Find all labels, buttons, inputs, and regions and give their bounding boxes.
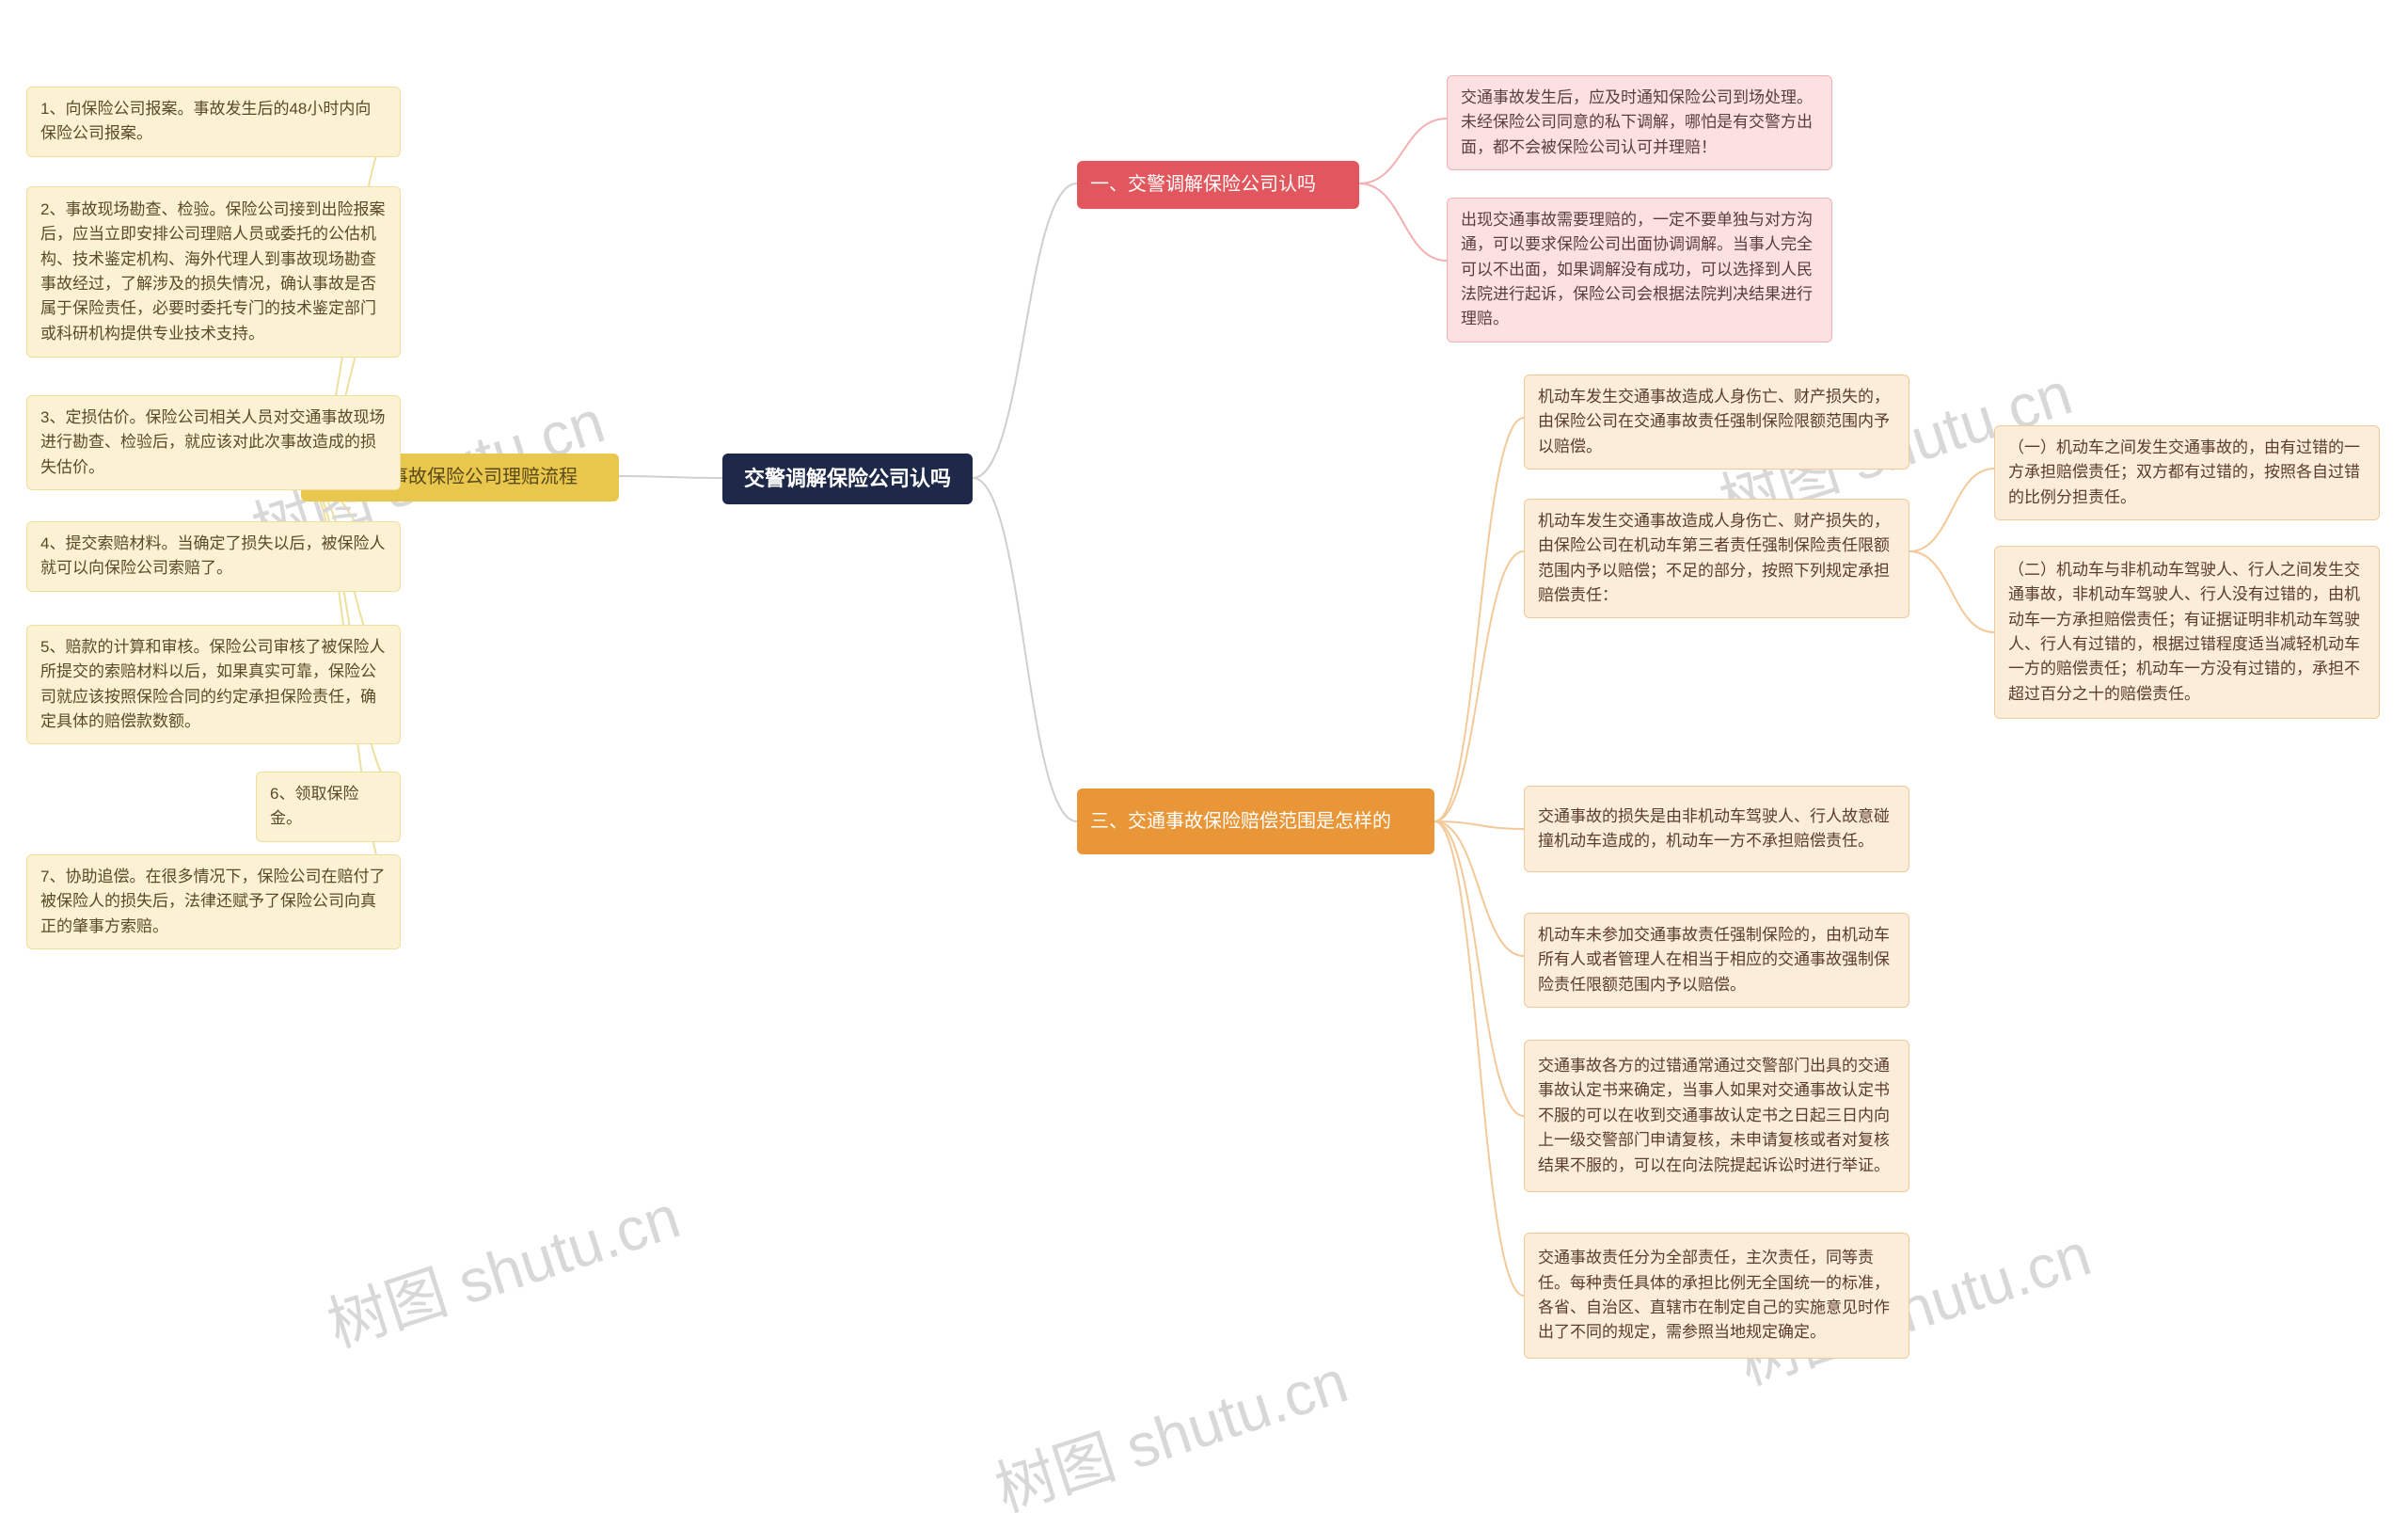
mindmap-node[interactable]: 机动车发生交通事故造成人身伤亡、财产损失的，由保险公司在交通事故责任强制保险限额… <box>1524 374 1909 470</box>
mindmap-node[interactable]: 5、赔款的计算和审核。保险公司审核了被保险人所提交的索赔材料以后，如果真实可靠，… <box>26 625 401 744</box>
mindmap-node[interactable]: （一）机动车之间发生交通事故的，由有过错的一方承担赔偿责任；双方都有过错的，按照… <box>1994 425 2380 520</box>
mindmap-node[interactable]: 2、事故现场勘查、检验。保险公司接到出险报案后，应当立即安排公司理赔人员或委托的… <box>26 186 401 358</box>
mindmap-node[interactable]: 交通事故各方的过错通常通过交警部门出具的交通事故认定书来确定，当事人如果对交通事… <box>1524 1040 1909 1192</box>
mindmap-node[interactable]: 7、协助追偿。在很多情况下，保险公司在赔付了被保险人的损失后，法律还赋予了保险公… <box>26 854 401 949</box>
mindmap-node[interactable]: 4、提交索赔材料。当确定了损失以后，被保险人就可以向保险公司索赔了。 <box>26 521 401 592</box>
mindmap-node[interactable]: 交通事故发生后，应及时通知保险公司到场处理。未经保险公司同意的私下调解，哪怕是有… <box>1447 75 1832 170</box>
mindmap-node[interactable]: 6、领取保险金。 <box>256 772 401 842</box>
mindmap-node[interactable]: 交通事故的损失是由非机动车驾驶人、行人故意碰撞机动车造成的，机动车一方不承担赔偿… <box>1524 786 1909 872</box>
mindmap-node[interactable]: 出现交通事故需要理赔的，一定不要单独与对方沟通，可以要求保险公司出面协调调解。当… <box>1447 198 1832 342</box>
mindmap-node[interactable]: 1、向保险公司报案。事故发生后的48小时内向保险公司报案。 <box>26 87 401 157</box>
mindmap-node[interactable]: （二）机动车与非机动车驾驶人、行人之间发生交通事故，非机动车驾驶人、行人没有过错… <box>1994 546 2380 719</box>
mindmap-node[interactable]: 机动车发生交通事故造成人身伤亡、财产损失的，由保险公司在机动车第三者责任强制保险… <box>1524 499 1909 618</box>
mindmap-node[interactable]: 交通事故责任分为全部责任，主次责任，同等责任。每种责任具体的承担比例无全国统一的… <box>1524 1233 1909 1359</box>
watermark: 树图 shutu.cn <box>983 1333 1356 1528</box>
mindmap-node[interactable]: 一、交警调解保险公司认吗 <box>1077 161 1359 209</box>
mindmap-canvas: 树图 shutu.cn树图 shutu.cn树图 shutu.cn树图 shut… <box>0 0 2408 1435</box>
mindmap-node[interactable]: 3、定损估价。保险公司相关人员对交通事故现场进行勘查、检验后，就应该对此次事故造… <box>26 395 401 490</box>
mindmap-node[interactable]: 交警调解保险公司认吗 <box>722 454 973 504</box>
watermark: 树图 shutu.cn <box>315 1169 689 1363</box>
mindmap-node[interactable]: 三、交通事故保险赔偿范围是怎样的 <box>1077 788 1434 854</box>
mindmap-node[interactable]: 机动车未参加交通事故责任强制保险的，由机动车所有人或者管理人在相当于相应的交通事… <box>1524 913 1909 1008</box>
